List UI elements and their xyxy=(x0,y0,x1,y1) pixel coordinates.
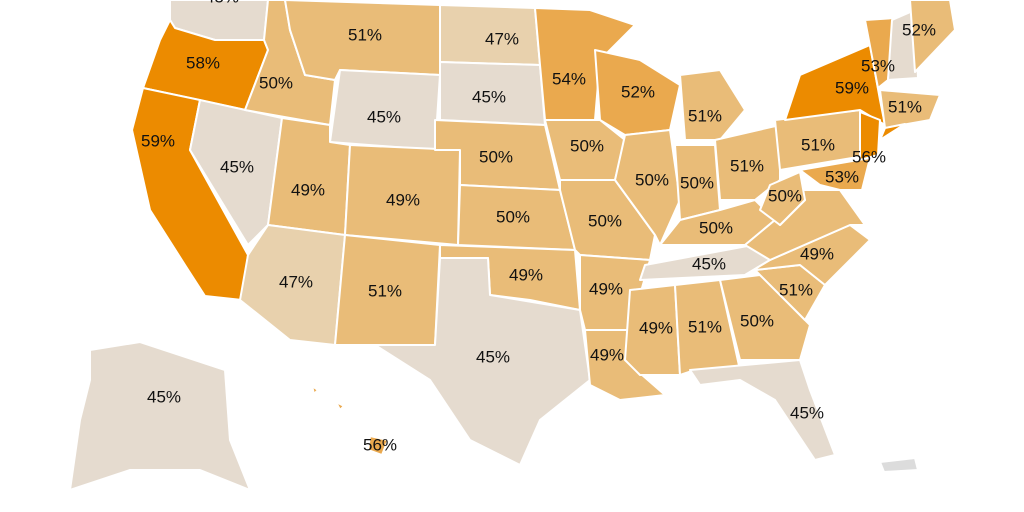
state-value-label-in: 50% xyxy=(680,173,714,192)
state-value-label-tx: 45% xyxy=(476,347,510,366)
state-mi[interactable] xyxy=(679,69,746,141)
state-value-label-me: 52% xyxy=(902,20,936,39)
state-value-label-ms: 49% xyxy=(639,318,673,337)
state-value-label-ks: 50% xyxy=(496,207,530,226)
state-value-label-ne: 50% xyxy=(479,147,513,166)
state-value-label-ca: 59% xyxy=(141,131,175,150)
state-value-label-wi: 52% xyxy=(621,82,655,101)
state-tx[interactable] xyxy=(374,257,591,466)
state-value-label-nj: 56% xyxy=(852,147,886,166)
state-fl[interactable] xyxy=(689,359,836,461)
state-value-label-mn: 54% xyxy=(552,69,586,88)
state-value-label-oh: 51% xyxy=(730,156,764,175)
state-value-label-il: 50% xyxy=(635,170,669,189)
state-value-label-ma: 51% xyxy=(888,97,922,116)
state-value-label-wv: 50% xyxy=(768,186,802,205)
state-ms[interactable] xyxy=(624,284,681,376)
state-value-label-wy: 45% xyxy=(367,107,401,126)
state-ak[interactable] xyxy=(69,341,251,491)
state-value-label-ak: 45% xyxy=(147,387,181,406)
state-value-label-al: 51% xyxy=(688,317,722,336)
state-hi[interactable] xyxy=(311,385,389,456)
state-value-label-mt: 51% xyxy=(348,25,382,44)
state-ct[interactable] xyxy=(879,123,906,141)
state-ma[interactable] xyxy=(879,89,941,129)
state-value-label-or: 58% xyxy=(186,53,220,72)
state-value-label-id: 50% xyxy=(259,73,293,92)
state-value-label-la: 49% xyxy=(590,345,624,364)
state-md[interactable] xyxy=(799,157,871,191)
state-me[interactable] xyxy=(909,0,956,73)
state-value-label-ga: 50% xyxy=(740,311,774,330)
state-value-label-sc: 51% xyxy=(779,280,813,299)
state-value-label-fl: 45% xyxy=(790,403,824,422)
state-nh[interactable] xyxy=(887,9,919,81)
state-value-label-ok: 49% xyxy=(509,265,543,284)
state-value-label-mo: 50% xyxy=(588,211,622,230)
state-value-label-nv: 45% xyxy=(220,157,254,176)
state-value-label-nm: 51% xyxy=(368,281,402,300)
state-value-label-nd: 47% xyxy=(485,29,519,48)
state-value-label-pa: 51% xyxy=(801,135,835,154)
state-value-label-wa: 45% xyxy=(205,0,239,6)
state-value-label-nc: 49% xyxy=(800,244,834,263)
state-value-label-va: 53% xyxy=(825,167,859,186)
state-value-label-mi: 51% xyxy=(688,106,722,125)
state-pr[interactable] xyxy=(879,457,919,473)
state-value-label-ar: 49% xyxy=(589,279,623,298)
state-nc[interactable] xyxy=(744,224,871,286)
state-value-label-ky: 50% xyxy=(699,218,733,237)
state-value-label-vt: 53% xyxy=(861,56,895,75)
state-ny[interactable] xyxy=(784,44,886,126)
state-value-label-ia: 50% xyxy=(570,136,604,155)
state-wv[interactable] xyxy=(759,171,806,226)
state-value-label-co: 49% xyxy=(386,190,420,209)
state-value-label-sd: 45% xyxy=(472,87,506,106)
state-ga[interactable] xyxy=(719,274,811,361)
state-nj[interactable] xyxy=(859,111,881,161)
state-value-label-hi: 56% xyxy=(363,435,397,454)
state-value-label-ny: 59% xyxy=(835,78,869,97)
state-value-label-ut: 49% xyxy=(291,180,325,199)
state-value-label-az: 47% xyxy=(279,272,313,291)
state-value-label-tn: 45% xyxy=(692,254,726,273)
